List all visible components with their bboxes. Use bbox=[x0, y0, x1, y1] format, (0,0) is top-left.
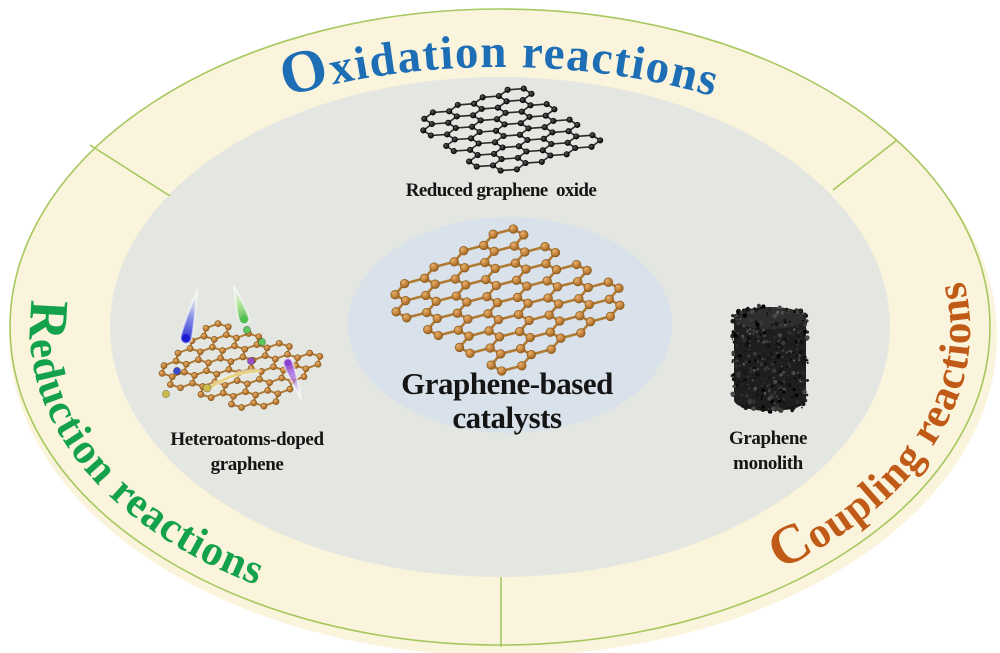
dopant-atoms bbox=[162, 326, 266, 398]
monolith-texture bbox=[730, 303, 810, 414]
reduced-graphene-oxide-sheet bbox=[420, 85, 604, 174]
label-reduced-graphene-oxide: Reduced graphene oxide bbox=[405, 180, 597, 201]
divider-oxidation-coupling bbox=[832, 139, 898, 191]
label-graphene-based-catalysts: Graphene-based catalysts bbox=[401, 367, 613, 435]
graphene-catalyst-sheet bbox=[390, 224, 625, 376]
label-line: Graphene bbox=[728, 428, 808, 449]
graphene-monolith-cylinder bbox=[730, 303, 810, 414]
label-line: Heteroatoms-doped bbox=[170, 429, 324, 450]
label-line: graphene bbox=[210, 454, 284, 475]
divider-oxidation-reduction bbox=[89, 144, 171, 197]
dopant-comet-icons bbox=[179, 285, 303, 401]
label-line: Graphene-based bbox=[401, 366, 613, 401]
label-line: monolith bbox=[733, 453, 803, 474]
label-line: catalysts bbox=[452, 400, 562, 435]
label-graphene-monolith: Graphene monolith bbox=[729, 426, 807, 476]
label-heteroatoms-doped-graphene: Heteroatoms-doped graphene bbox=[170, 427, 324, 477]
